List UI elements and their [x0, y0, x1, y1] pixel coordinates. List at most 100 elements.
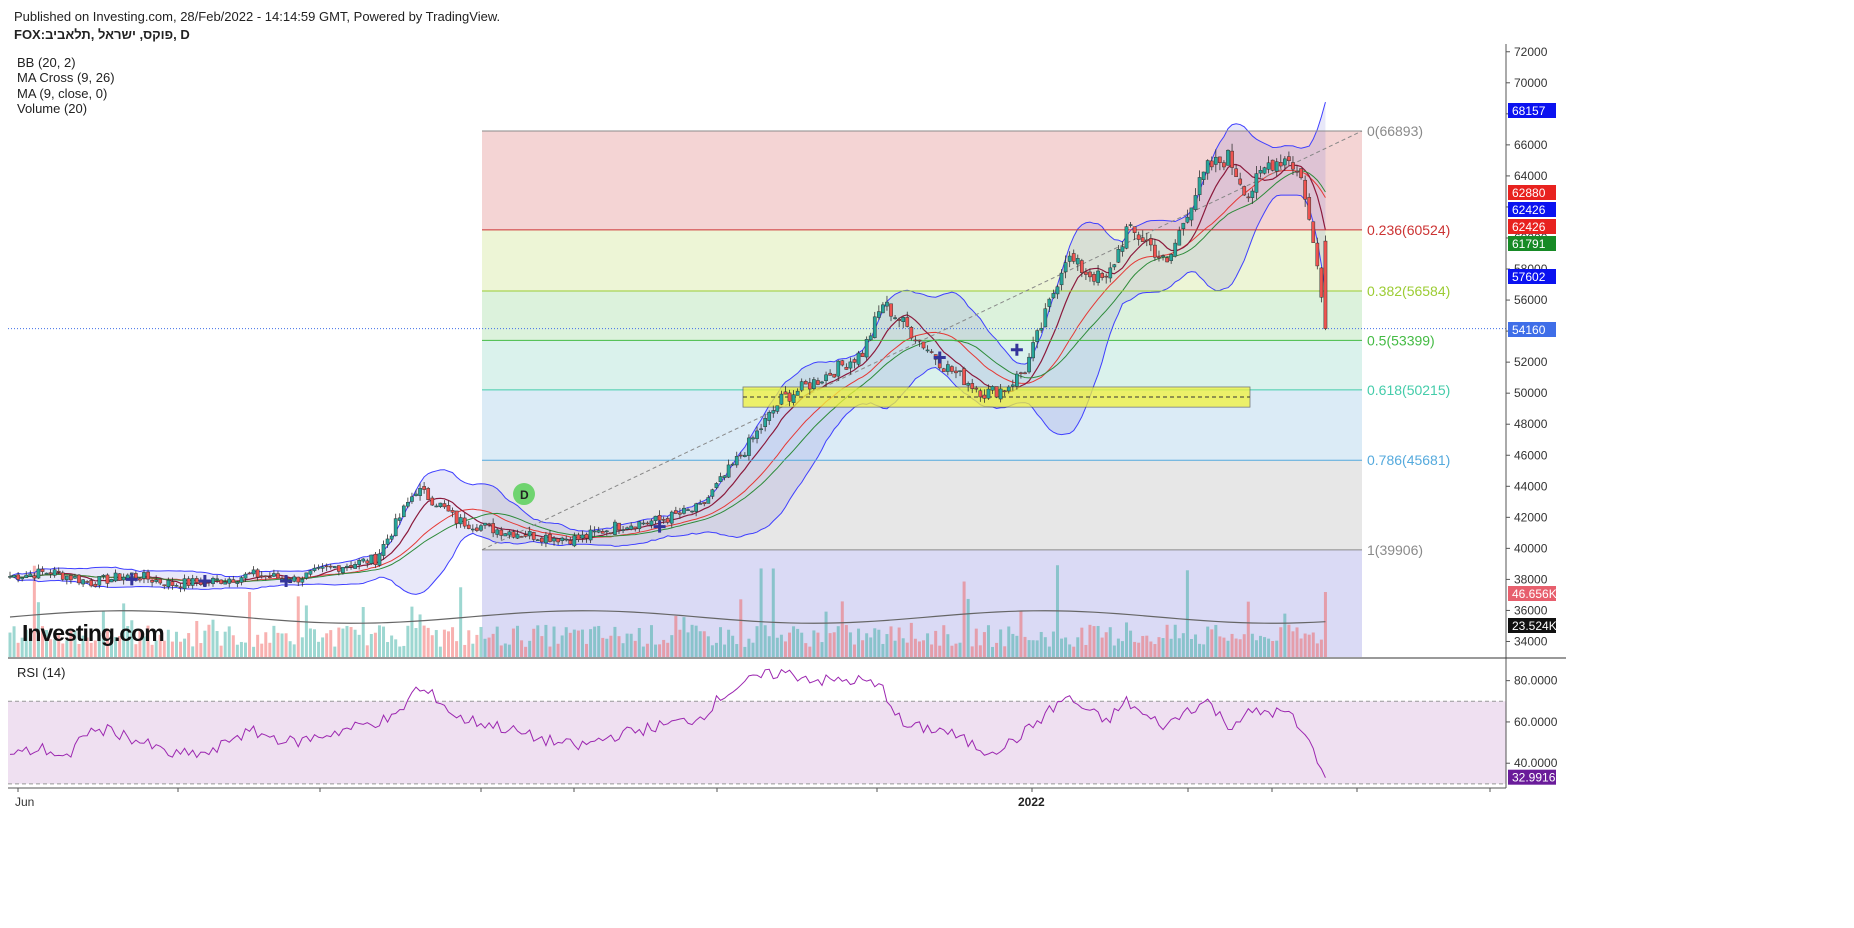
volume-bar: [637, 628, 641, 657]
volume-bar: [430, 635, 434, 657]
volume-bar: [1043, 637, 1047, 657]
volume-bar: [77, 643, 81, 657]
volume-bar: [272, 625, 276, 657]
volume-bar: [333, 646, 337, 657]
candle-body: [1291, 162, 1295, 170]
candle-body: [401, 505, 406, 517]
candle-body: [1197, 177, 1202, 195]
candle-body: [263, 575, 268, 577]
volume-bar: [195, 620, 199, 657]
candle-body: [483, 522, 487, 526]
candle-body: [56, 570, 61, 573]
candle-body: [1149, 238, 1153, 246]
volume-bar: [1230, 633, 1234, 657]
candle-body: [1047, 298, 1052, 307]
volume-bar: [304, 605, 308, 657]
candle-body: [763, 418, 768, 427]
candle-body: [1209, 160, 1214, 168]
fib-label: 0.786(45681): [1367, 452, 1450, 468]
fib-label: 0.382(56584): [1367, 283, 1450, 299]
candle-body: [1055, 286, 1060, 295]
volume-bar: [12, 626, 16, 657]
volume-bar: [280, 633, 284, 657]
volume-bar: [1165, 624, 1169, 657]
candle-body: [134, 573, 138, 579]
volume-bar: [747, 638, 751, 657]
fib-label: 1(39906): [1367, 542, 1423, 558]
volume-bar: [1181, 633, 1185, 657]
candle-body: [751, 437, 755, 440]
volume-bar: [779, 634, 783, 657]
volume-bar: [1060, 638, 1064, 657]
candle-body: [540, 537, 544, 543]
candle-body: [373, 553, 378, 565]
volume-bar: [495, 626, 499, 657]
candle-body: [158, 578, 163, 584]
price-badges: 68157 62880 62426 62426 61791 57602 54160 46.65…: [1508, 103, 1557, 785]
volume-bar: [406, 625, 410, 657]
candle-body: [369, 554, 374, 564]
volume-bar: [463, 644, 467, 657]
volume-bar: [296, 596, 300, 657]
candle-body: [1084, 271, 1088, 275]
candle-body: [470, 528, 475, 531]
candle-body: [73, 576, 77, 579]
candle-body: [812, 379, 816, 390]
price-badge-label: 62426: [1512, 220, 1546, 234]
candle-body: [1112, 264, 1117, 268]
ma-cross-marker: [280, 574, 293, 587]
volume-bar: [239, 641, 243, 657]
candle-body: [564, 538, 569, 541]
candle-body: [1075, 258, 1080, 265]
price-badge-label: 62426: [1512, 203, 1546, 217]
volume-bar: [763, 625, 767, 657]
volume-bar: [982, 632, 986, 657]
candle-body: [272, 573, 276, 577]
volume-bar: [816, 632, 820, 657]
candle-body: [1023, 372, 1027, 375]
volume-bar: [548, 646, 552, 657]
volume-bar: [187, 633, 191, 657]
volume-bar: [633, 640, 637, 657]
volume-bar: [475, 634, 479, 657]
volume-bar: [284, 633, 288, 657]
volume-bar: [1307, 634, 1311, 657]
candle-body: [950, 366, 954, 372]
candle-body: [422, 486, 426, 490]
candle-body: [332, 566, 337, 569]
fib-zone: [482, 549, 1362, 657]
candle-body: [1116, 249, 1121, 263]
candle-body: [872, 316, 877, 338]
volume-bar: [300, 637, 304, 657]
candle-body: [795, 390, 800, 396]
candle-body: [1019, 372, 1023, 374]
candle-body: [466, 524, 471, 529]
candle-body: [190, 578, 195, 586]
volume-bar: [934, 630, 938, 657]
candle-body: [617, 522, 621, 531]
volume-bar: [89, 642, 93, 657]
price-badge-label: 61791: [1512, 237, 1546, 251]
candle-body: [178, 586, 183, 589]
candle-body: [998, 388, 1003, 400]
candle-body: [860, 352, 865, 358]
candle-body: [714, 483, 719, 489]
volume-bar: [775, 637, 779, 657]
volume-bar: [536, 625, 540, 657]
volume-bar: [1031, 640, 1035, 657]
candle-body: [1010, 384, 1015, 387]
candle-body: [16, 574, 20, 580]
volume-bar: [1035, 640, 1039, 657]
volume-bar: [857, 628, 861, 657]
volume-bar: [24, 629, 28, 657]
indicator-ma-cross: MA Cross (9, 26): [17, 70, 115, 85]
candle-body: [876, 311, 881, 318]
symbol-title: FOX:פוקס, ישראל ,תלאביב, D: [14, 27, 190, 42]
fib-trend-line: [481, 130, 1363, 551]
candle-body: [223, 581, 228, 585]
candle-body: [649, 520, 654, 526]
volume-bar: [1291, 631, 1295, 657]
volume-bar: [540, 636, 544, 657]
volume-bar: [1064, 637, 1068, 657]
candle-body: [1311, 221, 1316, 243]
